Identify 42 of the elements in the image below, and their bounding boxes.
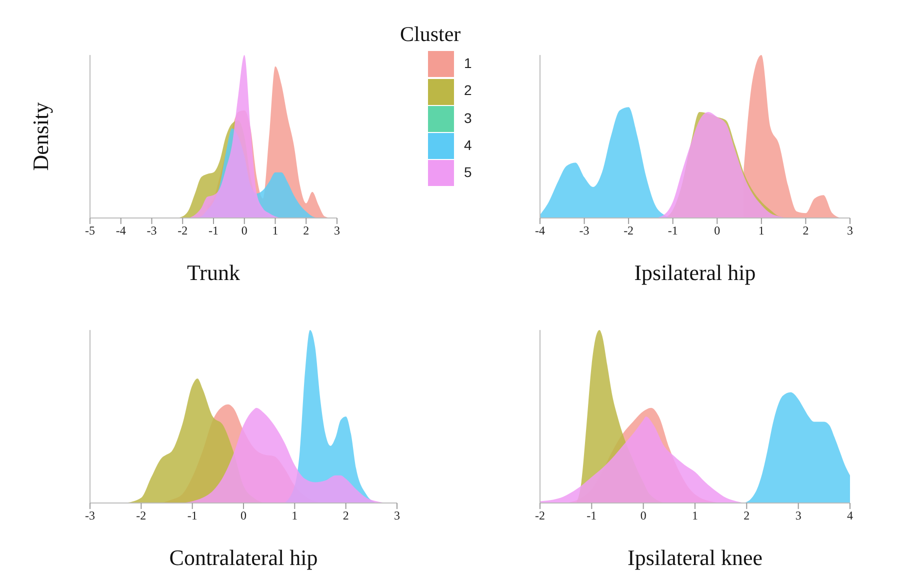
x-tick-label: 1 <box>272 224 278 238</box>
legend-title: Cluster <box>400 22 461 47</box>
x-tick-label: 0 <box>240 508 246 523</box>
x-tick-label: -2 <box>178 224 188 238</box>
x-tick-label: 4 <box>847 508 853 523</box>
x-tick-label: -3 <box>579 224 590 238</box>
y-axis-title: Density <box>28 102 53 171</box>
x-tick-label: 3 <box>795 508 802 523</box>
x-tick-label: 0 <box>241 224 248 238</box>
x-tick-label: -1 <box>187 508 198 523</box>
x-tick-label: 1 <box>692 508 698 523</box>
x-tick-label: 0 <box>640 508 646 523</box>
x-tick-label: -1 <box>668 224 678 238</box>
x-axis-title: Contralateral hip <box>169 545 318 570</box>
x-tick-label: -1 <box>208 224 218 238</box>
legend-label: 2 <box>464 82 472 98</box>
x-axis-title: Trunk <box>187 260 240 285</box>
x-tick-label: -3 <box>85 508 95 523</box>
legend-label: 3 <box>464 110 472 126</box>
x-tick-label: -2 <box>624 224 634 238</box>
x-tick-label: 3 <box>394 508 400 523</box>
legend-label: 5 <box>464 164 472 180</box>
x-tick-label: 0 <box>714 224 720 238</box>
legend-label: 1 <box>464 55 472 71</box>
x-tick-label: -5 <box>85 224 95 238</box>
legend-label: 4 <box>464 136 472 153</box>
x-tick-label: -2 <box>136 508 146 523</box>
x-tick-label: -2 <box>535 508 545 523</box>
x-tick-label: 2 <box>342 508 349 523</box>
x-tick-label: 3 <box>847 224 853 238</box>
x-tick-label: 3 <box>334 224 340 238</box>
x-axis-title: Ipsilateral hip <box>634 260 756 285</box>
x-tick-label: -4 <box>535 224 545 238</box>
x-tick-label: 2 <box>802 224 809 238</box>
x-axis-title: Ipsilateral knee <box>628 545 762 570</box>
x-tick-label: 2 <box>744 508 750 523</box>
x-tick-label: -4 <box>116 224 126 238</box>
x-tick-label: 1 <box>758 224 764 238</box>
x-tick-label: -1 <box>586 508 597 523</box>
x-tick-label: 1 <box>292 508 298 523</box>
x-tick-label: -3 <box>146 224 157 238</box>
x-tick-label: 2 <box>303 224 310 238</box>
